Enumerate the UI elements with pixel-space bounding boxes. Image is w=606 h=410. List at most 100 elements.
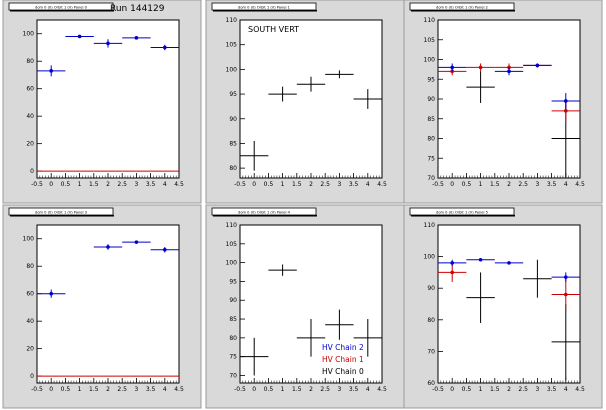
data-point [494,261,524,265]
series-chain1 [438,262,580,311]
data-point [551,304,580,380]
data-point [37,65,66,77]
point-marker [106,245,110,249]
x-tick-label: 2 [507,181,511,188]
title-box-shadow [10,10,114,12]
x-tick-label: 0 [49,386,53,393]
y-tick-label: 80 [26,58,34,65]
point-marker [507,65,511,70]
panel-title-box: dom 0 (0) Orbit 1 (V) Panel 0 [8,2,114,12]
y-tick-label: 105 [424,37,436,44]
panel-title-box: dom 0 (0) Orbit 1 (V) Panel 2 [409,2,515,12]
data-point [438,259,467,267]
point-marker [564,99,568,103]
plot-area [437,224,581,384]
data-point [523,259,552,298]
x-tick-label: 4.5 [377,386,387,393]
x-tick-label: 3 [134,386,138,393]
x-tick-label: 4 [163,386,167,393]
x-tick-label: 3 [535,386,539,393]
point-marker [49,69,53,73]
title-box-shadow [213,215,317,217]
point-marker [163,45,167,50]
x-tick-label: 1.5 [490,181,500,188]
data-point [150,246,179,253]
data-point [93,39,123,48]
panel-title: dom 0 (0) Orbit 1 (V) Panel 2 [436,6,488,10]
data-point [494,67,524,76]
y-tick-label: 90 [229,297,237,304]
y-tick-label: 40 [26,318,34,325]
data-point [551,278,580,311]
x-tick-label: -0.5 [234,181,246,188]
data-point [325,309,354,340]
y-tick-label: 75 [229,354,237,361]
x-tick-label: -0.5 [432,386,444,393]
panel-title: dom 0 (0) Orbit 1 (V) Panel 3 [35,211,87,215]
y-tick-label: 100 [226,66,238,73]
series-chain2 [438,257,580,282]
y-tick-label: 85 [229,140,237,147]
point-marker [134,240,139,244]
series-chain2 [37,240,179,298]
y-tick-label: 80 [229,165,237,172]
x-tick-label: 3 [337,386,341,393]
chart-panel-3: dom 0 (0) Orbit 1 (V) Panel 3 -0.5 0 0.5 1 1.… [2,204,202,409]
data-point [37,289,66,298]
x-tick-label: 2 [106,386,110,393]
x-tick-label: 2 [309,386,313,393]
y-tick-label: 110 [226,17,238,24]
x-tick-label: 1.5 [292,386,302,393]
point-marker [564,292,568,297]
x-tick-label: 2.5 [320,386,330,393]
x-tick-label: 2 [309,181,313,188]
x-tick-label: 3 [134,181,138,188]
data-point [296,76,326,92]
panel-title: dom 0 (0) Orbit 1 (V) Panel 5 [436,211,488,215]
data-point [268,264,297,276]
y-tick-label: 70 [427,348,435,355]
x-tick-label: 0.5 [264,386,274,393]
y-tick-label: 60 [26,291,34,298]
y-tick-label: 20 [26,346,34,353]
y-tick-label: 70 [427,175,435,182]
chart-panel-5: dom 0 (0) Orbit 1 (V) Panel 5 -0.5 0 0.5 1 1.… [403,204,603,409]
series-chain0 [240,264,382,376]
x-tick-label: 1 [281,386,285,393]
point-marker [507,261,511,265]
x-tick-label: 4.5 [174,181,184,188]
point-marker [163,247,167,252]
legend-entry: HV Chain 1 [322,355,364,364]
y-tick-label: 60 [26,86,34,93]
x-tick-label: 0.5 [462,181,472,188]
series-chain0 [240,70,382,171]
y-tick-label: 100 [23,31,35,38]
y-tick-label: 80 [229,335,237,342]
title-box-shadow [411,10,515,12]
data-point [122,240,151,244]
data-point [438,262,467,282]
series-chain0 [466,259,580,380]
x-tick-label: 3.5 [349,181,359,188]
y-tick-label: 75 [427,155,435,162]
y-tick-label: 110 [424,222,436,229]
y-tick-label: 90 [427,96,435,103]
x-tick-label: 2.5 [518,181,528,188]
y-tick-label: 70 [229,372,237,379]
y-tick-label: 100 [424,57,436,64]
point-marker [564,275,568,279]
data-point [296,319,326,357]
y-tick-label: 95 [229,91,237,98]
x-tick-label: 0 [450,181,454,188]
y-tick-label: 100 [424,254,436,261]
x-tick-label: 4 [163,181,167,188]
data-point [466,272,495,323]
point-marker [535,63,540,68]
panel-title: dom 0 (0) Orbit 1 (V) Panel 0 [35,6,88,10]
x-tick-label: 0 [450,386,454,393]
x-tick-label: 4.5 [377,181,387,188]
x-tick-label: -0.5 [31,386,43,393]
data-point [240,140,269,171]
y-tick-label: 0 [30,373,34,380]
